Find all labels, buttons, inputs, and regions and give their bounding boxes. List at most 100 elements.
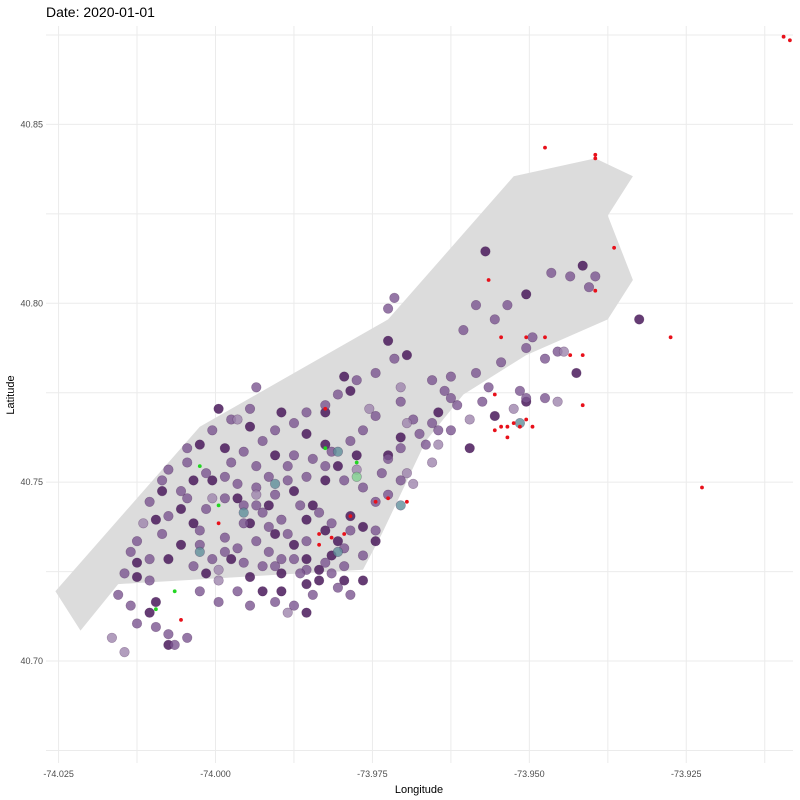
station-point xyxy=(339,475,350,486)
station-point xyxy=(288,600,300,611)
marker-point xyxy=(329,535,334,540)
station-point xyxy=(395,475,406,486)
station-point xyxy=(351,375,362,386)
station-point xyxy=(257,435,268,447)
marker-point xyxy=(492,392,497,397)
marker-point xyxy=(788,38,792,43)
station-point xyxy=(270,425,281,436)
station-point xyxy=(276,514,287,525)
station-point xyxy=(201,468,212,479)
station-point xyxy=(150,514,161,525)
station-point xyxy=(301,407,312,418)
station-point xyxy=(251,382,262,393)
station-point xyxy=(263,500,274,511)
station-point xyxy=(395,500,406,511)
station-point xyxy=(182,632,193,643)
x-tick-label: -74.000 xyxy=(200,769,231,779)
station-point xyxy=(634,314,645,325)
station-point xyxy=(163,464,174,475)
y-tick-label: 40.75 xyxy=(20,477,43,487)
marker-point xyxy=(518,424,522,429)
station-point xyxy=(144,496,155,507)
marker-point xyxy=(323,446,328,451)
marker-point xyxy=(317,542,321,547)
station-point xyxy=(157,475,168,486)
station-point xyxy=(427,457,438,468)
station-point xyxy=(539,353,551,364)
station-point xyxy=(314,564,325,575)
station-point xyxy=(439,385,450,397)
station-point xyxy=(383,303,394,314)
series-red-markers xyxy=(179,34,792,622)
station-point xyxy=(119,646,130,658)
station-point xyxy=(219,493,230,504)
region-polygon xyxy=(55,158,633,631)
station-point xyxy=(194,439,205,450)
station-point xyxy=(301,607,312,618)
marker-point xyxy=(348,514,353,518)
station-point xyxy=(276,553,287,565)
marker-point xyxy=(373,499,378,504)
x-axis-title: Longitude xyxy=(395,784,443,796)
marker-point xyxy=(524,335,529,340)
station-point xyxy=(395,396,406,407)
marker-point xyxy=(197,464,202,468)
station-point xyxy=(219,443,230,454)
station-point xyxy=(307,589,318,600)
station-point xyxy=(251,536,262,547)
station-point xyxy=(194,525,205,536)
marker-point xyxy=(216,521,221,526)
station-point xyxy=(314,575,325,586)
station-point xyxy=(226,553,237,565)
station-point xyxy=(408,478,419,490)
station-point xyxy=(144,553,155,565)
station-point xyxy=(263,471,274,482)
marker-point xyxy=(781,34,786,39)
station-point xyxy=(213,403,224,414)
series-green-stations xyxy=(351,471,362,482)
station-point xyxy=(320,461,331,472)
station-point xyxy=(401,350,413,361)
station-point xyxy=(301,578,312,590)
station-point xyxy=(270,478,281,490)
station-point xyxy=(163,629,174,640)
station-point xyxy=(470,367,482,379)
y-tick-label: 40.80 xyxy=(20,298,43,308)
marker-point xyxy=(524,417,529,422)
station-point xyxy=(521,289,532,300)
station-point xyxy=(345,435,356,447)
station-point xyxy=(207,493,218,504)
station-point xyxy=(270,561,281,572)
station-point xyxy=(213,575,224,586)
marker-point xyxy=(323,406,328,411)
station-point xyxy=(376,468,387,479)
station-point xyxy=(270,596,281,608)
station-point xyxy=(502,300,513,311)
station-point xyxy=(433,439,444,450)
station-point xyxy=(194,546,205,558)
station-point xyxy=(433,407,444,418)
station-point xyxy=(345,385,356,397)
x-tick-label: -74.025 xyxy=(43,769,74,779)
station-point xyxy=(232,543,243,554)
station-point xyxy=(276,568,287,579)
x-tick-label: -73.925 xyxy=(671,769,702,779)
marker-point xyxy=(386,496,390,501)
station-point xyxy=(270,528,281,540)
station-point xyxy=(295,568,306,579)
station-point xyxy=(282,528,293,540)
station-point xyxy=(445,371,457,382)
station-point xyxy=(345,525,356,536)
station-point xyxy=(565,271,576,282)
station-point xyxy=(401,418,413,429)
station-point xyxy=(175,503,187,515)
station-point xyxy=(288,450,300,461)
station-point xyxy=(332,446,344,457)
marker-point xyxy=(499,335,503,340)
marker-point xyxy=(216,503,221,508)
station-point xyxy=(182,457,193,468)
station-point xyxy=(301,428,312,440)
station-point xyxy=(188,475,199,486)
station-point xyxy=(288,418,300,429)
